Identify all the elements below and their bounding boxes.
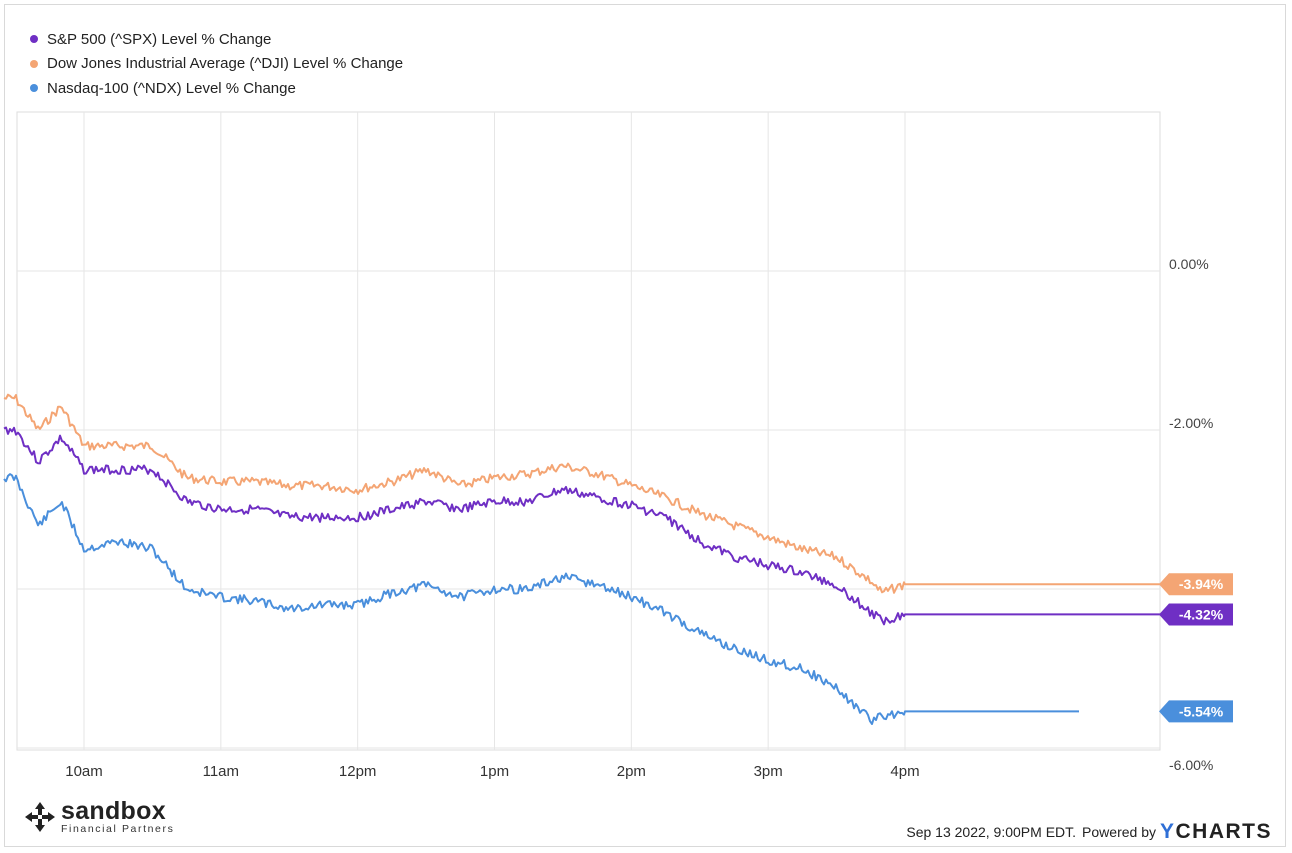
legend-label-dji: Dow Jones Industrial Average (^DJI) Leve… <box>47 55 404 73</box>
legend-dot-dji <box>30 59 38 68</box>
sandbox-logo: sandbox Financial Partners <box>24 799 174 835</box>
plot-area <box>16 111 1161 751</box>
logo-subtitle: Financial Partners <box>61 823 175 835</box>
x-tick-label: 3pm <box>754 763 783 780</box>
chart-frame <box>4 4 1286 847</box>
legend-item-dji[interactable]: Dow Jones Industrial Average (^DJI) Leve… <box>30 52 403 77</box>
legend-item-spx[interactable]: S&P 500 (^SPX) Level % Change <box>30 27 403 52</box>
x-tick-label: 12pm <box>339 763 377 780</box>
legend-label-spx: S&P 500 (^SPX) Level % Change <box>47 30 272 48</box>
series-end-value-2: -5.54% <box>1179 703 1224 719</box>
chart-legend: S&P 500 (^SPX) Level % Change Dow Jones … <box>30 27 403 101</box>
ycharts-brand-rest: CHARTS <box>1175 820 1272 843</box>
series-end-label-1: -3.94% <box>1159 573 1233 596</box>
x-tick-label: 1pm <box>480 763 509 780</box>
ycharts-brand[interactable]: YCHARTS <box>1160 820 1272 844</box>
compass-arrows-icon <box>25 802 55 832</box>
series-end-tag-1 <box>1159 573 1233 596</box>
chart-credit: Sep 13 2022, 9:00PM EDT. Powered by YCHA… <box>906 820 1272 844</box>
series-end-label-0: -4.32% <box>1159 603 1233 626</box>
y-tick-label: -6.00% <box>1169 757 1213 773</box>
series-end-label-2: -5.54% <box>1159 700 1233 723</box>
legend-dot-ndx <box>30 84 38 93</box>
y-tick-label: -2.00% <box>1169 415 1213 431</box>
series-end-value-0: -4.32% <box>1179 606 1224 622</box>
legend-item-ndx[interactable]: Nasdaq-100 (^NDX) Level % Change <box>30 76 403 101</box>
series-line-1 <box>3 393 1160 594</box>
series-end-tag-2 <box>1159 700 1233 723</box>
powered-by-label: Powered by <box>1082 824 1156 840</box>
legend-label-ndx: Nasdaq-100 (^NDX) Level % Change <box>47 79 296 97</box>
ycharts-brand-y: Y <box>1159 820 1176 843</box>
logo-name: sandbox <box>61 797 166 825</box>
x-tick-label: 4pm <box>890 763 919 780</box>
timestamp: Sep 13 2022, 9:00PM EDT. <box>906 824 1077 840</box>
series-line-2 <box>3 473 1079 725</box>
x-tick-label: 2pm <box>617 763 646 780</box>
series-end-value-1: -3.94% <box>1179 576 1224 592</box>
y-tick-label: 0.00% <box>1169 256 1209 272</box>
x-tick-label: 10am <box>65 763 103 780</box>
legend-dot-spx <box>30 35 38 44</box>
series-line-0 <box>3 426 1160 626</box>
series-end-tag-0 <box>1159 603 1233 626</box>
x-tick-label: 11am <box>203 763 239 780</box>
